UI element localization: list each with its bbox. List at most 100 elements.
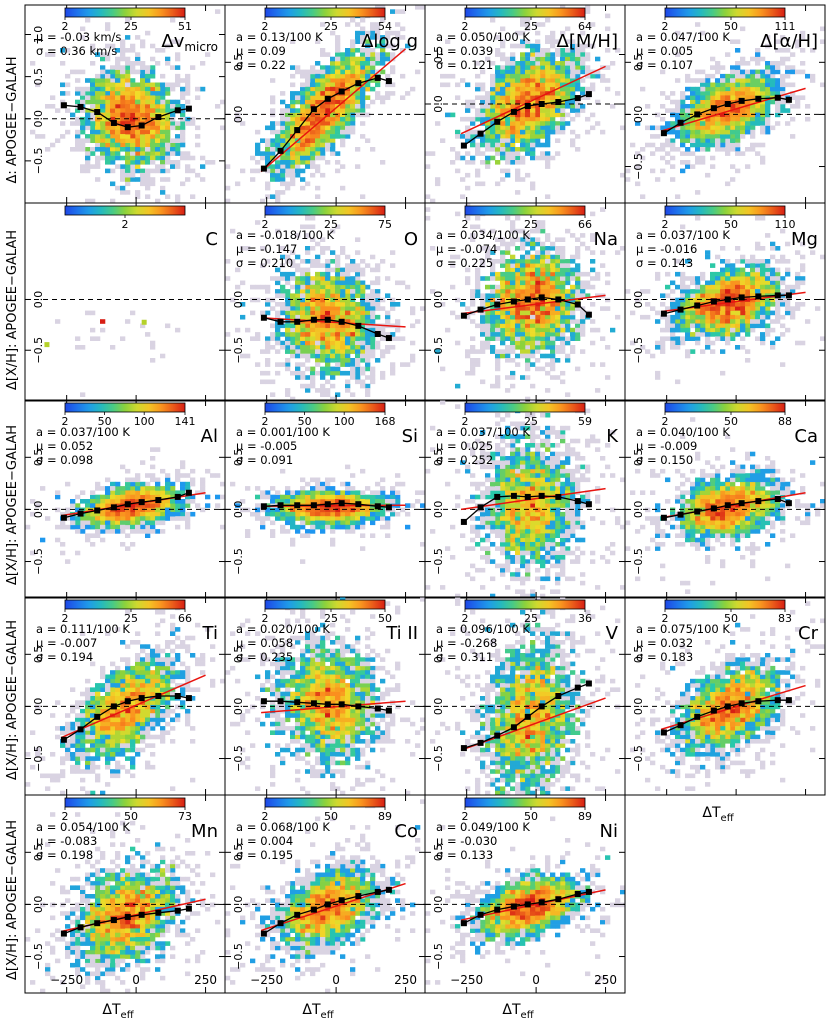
density-cell bbox=[670, 177, 676, 182]
density-cell bbox=[370, 61, 376, 66]
density-cell bbox=[100, 499, 106, 504]
density-cell bbox=[495, 246, 501, 251]
density-cell bbox=[365, 48, 371, 53]
binned-median-point bbox=[710, 105, 717, 112]
density-cell bbox=[345, 112, 351, 118]
density-cell bbox=[570, 306, 576, 311]
density-cell bbox=[230, 143, 235, 148]
density-cell bbox=[725, 129, 731, 135]
density-cell bbox=[560, 263, 566, 268]
density-cell bbox=[465, 349, 471, 354]
density-cell bbox=[470, 293, 476, 298]
binned-median-point bbox=[585, 91, 592, 98]
density-cell bbox=[380, 349, 386, 354]
density-cell bbox=[170, 516, 176, 521]
density-cell bbox=[605, 306, 611, 311]
density-cell bbox=[280, 134, 286, 139]
density-cell bbox=[385, 35, 391, 40]
density-cell bbox=[300, 224, 306, 230]
density-cell bbox=[140, 91, 146, 96]
density-cell bbox=[360, 284, 366, 290]
panel-title: O bbox=[404, 229, 418, 250]
density-cell bbox=[265, 345, 271, 350]
density-cell bbox=[525, 353, 531, 359]
density-cell bbox=[295, 345, 301, 350]
density-cell bbox=[520, 91, 526, 96]
density-cell bbox=[105, 112, 111, 118]
density-cell bbox=[745, 86, 751, 92]
density-cell bbox=[170, 160, 176, 165]
density-cell bbox=[745, 147, 751, 152]
density-cell bbox=[150, 473, 156, 478]
density-cell bbox=[375, 82, 381, 88]
density-cell bbox=[560, 259, 566, 264]
density-cell bbox=[770, 345, 776, 350]
density-cell bbox=[120, 336, 126, 341]
density-cell bbox=[360, 280, 366, 286]
density-cell bbox=[275, 370, 281, 376]
density-cell bbox=[605, 130, 610, 135]
density-cell bbox=[85, 499, 91, 504]
density-cell bbox=[310, 112, 316, 118]
density-cell bbox=[530, 327, 536, 333]
density-cell bbox=[485, 323, 491, 329]
density-cell bbox=[770, 289, 776, 294]
density-cell bbox=[255, 336, 261, 341]
density-cell bbox=[225, 332, 231, 337]
density-cell bbox=[295, 134, 301, 139]
density-cell bbox=[530, 323, 536, 329]
density-cell bbox=[285, 358, 291, 363]
density-cell bbox=[170, 121, 176, 126]
density-cell bbox=[355, 147, 361, 152]
density-cell bbox=[705, 116, 711, 122]
density-cell bbox=[570, 276, 576, 281]
density-cell bbox=[290, 129, 296, 135]
density-cell bbox=[55, 490, 61, 495]
density-cell bbox=[520, 293, 526, 298]
density-cell bbox=[530, 280, 536, 286]
density-cell bbox=[165, 125, 171, 131]
density-cell bbox=[730, 289, 736, 294]
density-cell bbox=[550, 293, 556, 298]
density-cell bbox=[180, 486, 186, 491]
density-cell bbox=[375, 263, 381, 268]
density-cell bbox=[480, 194, 485, 199]
density-cell bbox=[350, 125, 356, 131]
density-cell bbox=[755, 121, 761, 126]
density-cell bbox=[140, 511, 146, 517]
density-cell bbox=[555, 254, 561, 260]
density-cell bbox=[590, 362, 596, 367]
density-cell bbox=[495, 276, 501, 281]
density-cell bbox=[285, 349, 291, 354]
density-cell bbox=[155, 147, 161, 152]
colorbar-label: 111 bbox=[775, 20, 796, 33]
density-cell bbox=[515, 121, 521, 126]
density-cell bbox=[745, 276, 751, 281]
density-cell bbox=[320, 280, 326, 286]
density-cell bbox=[330, 366, 336, 372]
density-cell bbox=[340, 284, 346, 290]
density-cell bbox=[480, 332, 486, 337]
density-cell bbox=[575, 73, 581, 79]
density-cell bbox=[340, 349, 346, 354]
density-cell bbox=[775, 86, 781, 92]
density-cell bbox=[330, 267, 336, 273]
density-cell bbox=[370, 99, 376, 105]
density-cell bbox=[560, 82, 566, 88]
density-cell bbox=[735, 168, 741, 174]
density-cell bbox=[570, 345, 576, 350]
density-cell bbox=[150, 177, 156, 182]
density-cell bbox=[375, 267, 381, 273]
density-cell bbox=[605, 78, 611, 83]
density-cell bbox=[510, 125, 516, 131]
density-cell bbox=[695, 160, 701, 165]
density-cell bbox=[310, 340, 316, 346]
density-cell bbox=[360, 108, 366, 113]
density-cell bbox=[770, 284, 776, 290]
density-cell bbox=[315, 95, 321, 100]
density-cell bbox=[755, 112, 761, 118]
density-cell bbox=[345, 362, 351, 367]
density-cell bbox=[775, 284, 781, 290]
density-cell bbox=[95, 104, 101, 109]
density-cell bbox=[85, 511, 91, 517]
